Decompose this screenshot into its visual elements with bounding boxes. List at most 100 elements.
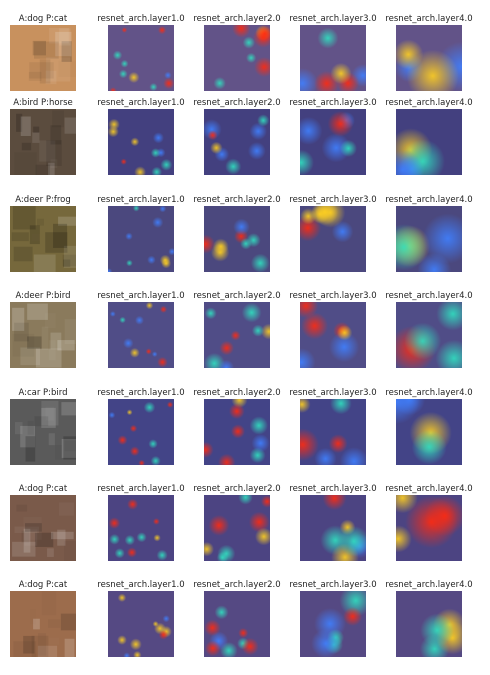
heat-blob xyxy=(247,142,266,160)
layer-title: resnet_arch.layer4.0 xyxy=(385,14,473,24)
heat-blob xyxy=(396,223,428,271)
heat-blob xyxy=(120,59,129,68)
image-patch xyxy=(61,402,76,416)
image-patch xyxy=(33,41,59,59)
image-patch xyxy=(41,400,59,426)
input-image xyxy=(10,591,76,657)
input-image xyxy=(10,495,76,561)
heat-blob xyxy=(300,68,318,91)
heat-blob xyxy=(404,322,442,360)
heat-blob xyxy=(246,52,257,63)
layer-title: resnet_arch.layer3.0 xyxy=(289,195,377,205)
heat-blob xyxy=(157,356,168,368)
heatmap xyxy=(204,495,270,561)
image-patch xyxy=(39,140,56,162)
heat-blob xyxy=(156,549,168,561)
layer-title: resnet_arch.layer1.0 xyxy=(97,580,185,590)
image-patch xyxy=(50,159,58,169)
image-patch xyxy=(55,31,72,57)
heat-blob xyxy=(205,640,221,657)
heat-blob xyxy=(219,340,234,356)
heatmap xyxy=(300,591,366,657)
cell: A:bird P:horse xyxy=(0,98,89,175)
cell: resnet_arch.layer1.0 xyxy=(95,14,187,91)
heatmap xyxy=(108,399,174,465)
cell: resnet_arch.layer4.0 xyxy=(383,484,475,561)
heat-blob xyxy=(123,338,134,349)
image-patch xyxy=(20,116,31,136)
heat-blob xyxy=(108,268,113,272)
layer-title: resnet_arch.layer2.0 xyxy=(193,580,281,590)
image-patch xyxy=(42,591,57,615)
cell: resnet_arch.layer4.0 xyxy=(383,195,475,272)
heat-blob xyxy=(228,403,245,420)
heat-blob xyxy=(254,527,270,546)
heat-blob xyxy=(109,533,120,545)
heatmap xyxy=(300,109,366,175)
heat-blob xyxy=(130,137,140,147)
cell: A:car P:bird xyxy=(0,388,89,465)
image-patch xyxy=(23,528,31,553)
heat-blob xyxy=(145,348,152,355)
layer-title: resnet_arch.layer1.0 xyxy=(97,484,185,494)
image-patch xyxy=(45,313,56,328)
heat-blob xyxy=(251,324,265,337)
heat-blob xyxy=(212,238,229,255)
cell: resnet_arch.layer2.0 xyxy=(191,195,283,272)
image-patch xyxy=(12,541,36,557)
heat-blob xyxy=(218,453,236,465)
heat-blob xyxy=(417,253,452,272)
image-title: A:bird P:horse xyxy=(13,98,73,108)
heatmap xyxy=(108,25,174,91)
image-patch xyxy=(63,259,71,268)
heat-blob xyxy=(241,302,262,323)
heat-blob xyxy=(150,148,161,158)
heat-blob xyxy=(248,511,270,533)
image-patch xyxy=(25,436,36,462)
heat-blob xyxy=(108,517,121,529)
heat-blob xyxy=(250,253,270,272)
heat-blob xyxy=(260,495,270,508)
heat-blob xyxy=(163,77,174,90)
layer-title: resnet_arch.layer4.0 xyxy=(385,580,473,590)
heatmap xyxy=(204,206,270,272)
image-patch xyxy=(57,529,66,546)
heat-blob xyxy=(159,206,167,213)
layer-title: resnet_arch.layer1.0 xyxy=(97,98,185,108)
heatmap xyxy=(396,302,462,368)
heat-blob xyxy=(257,114,270,127)
image-patch xyxy=(46,57,71,82)
heat-blob xyxy=(151,351,158,358)
image-patch xyxy=(48,433,55,446)
heat-blob xyxy=(251,434,270,453)
heat-blob xyxy=(339,139,358,158)
image-patch xyxy=(64,319,76,345)
cell: resnet_arch.layer1.0 xyxy=(95,195,187,272)
cell: resnet_arch.layer3.0 xyxy=(287,14,379,91)
image-patch xyxy=(45,232,68,253)
heat-blob xyxy=(396,399,426,416)
heat-blob xyxy=(114,548,125,559)
heat-blob xyxy=(336,325,353,341)
image-patch xyxy=(33,618,40,630)
image-patch xyxy=(37,645,58,657)
heat-blob xyxy=(124,534,136,546)
cell: resnet_arch.layer3.0 xyxy=(287,388,379,465)
heatmap xyxy=(396,109,462,175)
image-patch xyxy=(25,523,42,532)
cell: resnet_arch.layer4.0 xyxy=(383,580,475,657)
heat-blob xyxy=(204,619,221,637)
image-patch xyxy=(14,322,29,342)
heat-blob xyxy=(152,216,164,228)
heat-blob xyxy=(242,36,255,49)
layer-title: resnet_arch.layer3.0 xyxy=(289,14,377,24)
cell: resnet_arch.layer1.0 xyxy=(95,484,187,561)
cell: A:deer P:frog xyxy=(0,195,89,272)
input-image xyxy=(10,109,76,175)
cell: resnet_arch.layer1.0 xyxy=(95,580,187,657)
heat-blob xyxy=(249,416,269,435)
heat-blob xyxy=(310,206,330,224)
heat-blob xyxy=(331,220,354,243)
image-title: A:deer P:bird xyxy=(15,291,71,301)
image-base xyxy=(10,591,76,657)
